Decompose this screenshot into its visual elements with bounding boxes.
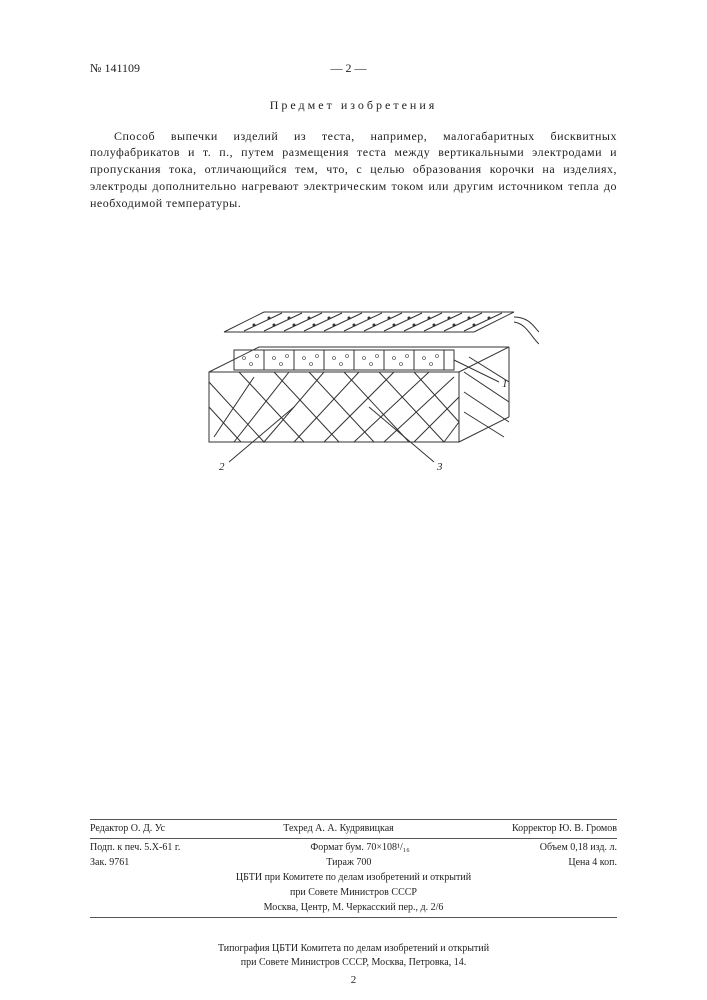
page-marker: — 2 — (331, 60, 367, 77)
section-title: Предмет изобретения (90, 97, 617, 114)
patent-page: № 141109 — 2 — Предмет изобретения Спосо… (0, 0, 707, 1000)
patent-figure: 1 2 3 (169, 262, 539, 472)
volume: Объем 0,18 изд. л. (540, 841, 617, 855)
typography-line-2: при Совете Министров СССР, Москва, Петро… (90, 956, 617, 970)
signed-to-print: Подп. к печ. 5.X-61 г. (90, 841, 180, 855)
editor: Редактор О. Д. Ус (90, 822, 165, 836)
order-number: Зак. 9761 (90, 856, 129, 870)
page-header: № 141109 — 2 — (90, 60, 617, 77)
publisher-line-1: ЦБТИ при Комитете по делам изобретений и… (90, 871, 617, 885)
imprint-block: Редактор О. Д. Ус Техред А. А. Кудрявицк… (90, 817, 617, 920)
claim-paragraph: Способ выпечки изделий из теста, наприме… (90, 128, 617, 212)
page-number: 2 (0, 973, 707, 988)
paper-format: Формат бум. 70×108¹/₁₆ (310, 841, 409, 855)
figure-label-2: 2 (219, 461, 225, 472)
typography-line-1: Типография ЦБТИ Комитета по делам изобре… (90, 942, 617, 956)
typography-block: Типография ЦБТИ Комитета по делам изобре… (90, 942, 617, 970)
techred: Техред А. А. Кудрявицкая (283, 822, 394, 836)
price: Цена 4 коп. (568, 856, 617, 870)
figure-label-3: 3 (436, 461, 443, 472)
publisher-line-2: при Совете Министров СССР (90, 886, 617, 900)
corrector: Корректор Ю. В. Громов (512, 822, 617, 836)
figure-label-1: 1 (502, 378, 508, 390)
doc-number: № 141109 (90, 60, 140, 77)
print-run: Тираж 700 (326, 856, 371, 870)
publisher-address: Москва, Центр, М. Черкасский пер., д. 2/… (90, 901, 617, 915)
